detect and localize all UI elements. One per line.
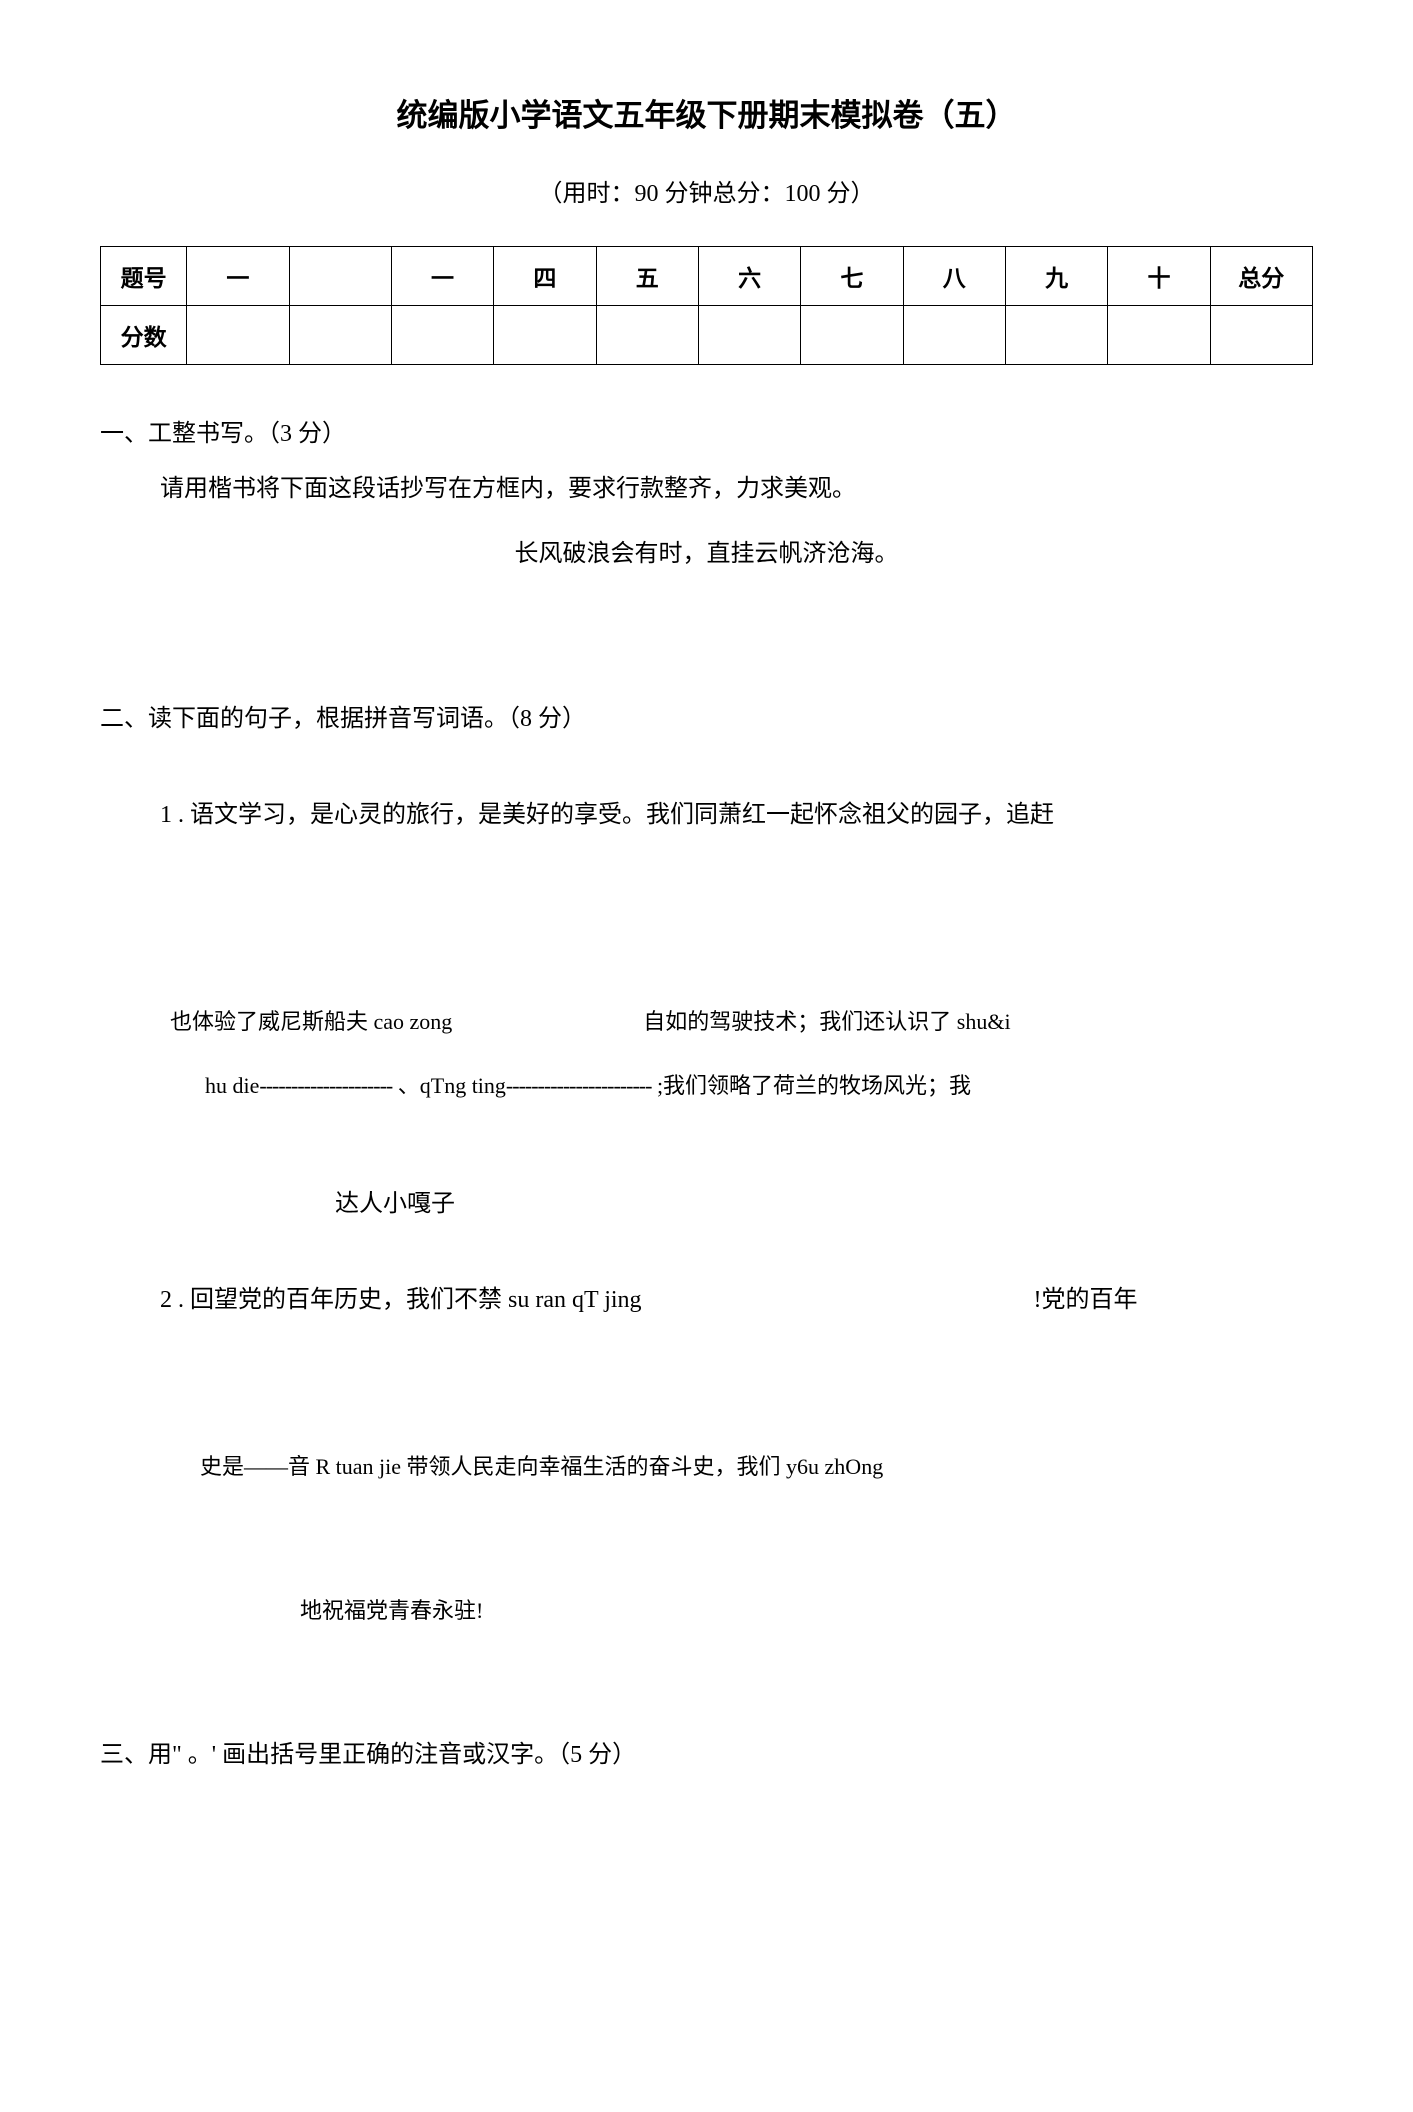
col-head: 总分 bbox=[1210, 247, 1312, 306]
score-table: 题号 一 一 四 五 六 七 八 九 十 总分 分数 bbox=[100, 246, 1313, 365]
col-head: 四 bbox=[494, 247, 596, 306]
col-head: 一 bbox=[187, 247, 289, 306]
text-fragment: 2 . 回望党的百年历史，我们不禁 su ran qT jing bbox=[160, 1287, 642, 1313]
section-1-quote: 长风破浪会有时，直挂云帆济沧海。 bbox=[100, 533, 1313, 568]
col-head bbox=[289, 247, 391, 306]
text-fragment: hu die bbox=[205, 1073, 259, 1098]
score-cell bbox=[1108, 306, 1210, 365]
q2-2-line1: 2 . 回望党的百年历史，我们不禁 su ran qT jing !党的百年 bbox=[160, 1278, 1313, 1324]
section-3-head: 三、用" 。' 画出括号里正确的注音或汉字。（5 分） bbox=[100, 1734, 1313, 1769]
col-head: 七 bbox=[801, 247, 903, 306]
q2-2-line3: 地祝福党青春永驻! bbox=[300, 1590, 1313, 1632]
score-cell bbox=[1005, 306, 1107, 365]
page-title: 统编版小学语文五年级下册期末模拟卷（五） bbox=[100, 90, 1313, 135]
text-fragment: 、qTng ting bbox=[398, 1073, 506, 1098]
dashes: --------------------- bbox=[259, 1073, 392, 1098]
col-head: 八 bbox=[903, 247, 1005, 306]
col-head: 五 bbox=[596, 247, 698, 306]
q2-2-line2: 史是——音 R tuan jie 带领人民走向幸福生活的奋斗史，我们 y6u z… bbox=[200, 1446, 1313, 1488]
score-cell bbox=[494, 306, 596, 365]
section-1-instruction: 请用楷书将下面这段话抄写在方框内，要求行款整齐，力求美观。 bbox=[160, 468, 1313, 511]
page-subtitle: （用时：90 分钟总分：100 分） bbox=[100, 173, 1313, 208]
text-fragment: ;我们领略了荷兰的牧场风光；我 bbox=[657, 1073, 971, 1098]
score-cell bbox=[596, 306, 698, 365]
q2-1-line2: 也体验了威尼斯船夫 cao zong 自如的驾驶技术；我们还认识了 shu&i bbox=[170, 1001, 1313, 1043]
col-head: 六 bbox=[698, 247, 800, 306]
text-fragment: !党的百年 bbox=[1034, 1287, 1138, 1313]
col-head: 九 bbox=[1005, 247, 1107, 306]
row-label-1: 题号 bbox=[101, 247, 187, 306]
section-1-head: 一、工整书写。（3 分） bbox=[100, 413, 1313, 448]
score-cell bbox=[801, 306, 903, 365]
text-fragment: 也体验了威尼斯船夫 cao zong bbox=[170, 1009, 452, 1034]
section-2-head: 二、读下面的句子，根据拼音写词语。（8 分） bbox=[100, 698, 1313, 733]
col-head: 十 bbox=[1108, 247, 1210, 306]
table-row: 题号 一 一 四 五 六 七 八 九 十 总分 bbox=[101, 247, 1313, 306]
score-cell bbox=[289, 306, 391, 365]
score-cell bbox=[1210, 306, 1312, 365]
q2-1-line3: hu die--------------------- 、qTng ting--… bbox=[205, 1065, 1313, 1107]
score-cell bbox=[391, 306, 493, 365]
q2-1-phrase: 达人小嘎子 bbox=[335, 1183, 1313, 1218]
text-fragment: 自如的驾驶技术；我们还认识了 shu&i bbox=[643, 1009, 1010, 1034]
score-cell bbox=[187, 306, 289, 365]
q2-1-line1: 1 . 语文学习，是心灵的旅行，是美好的享受。我们同萧红一起怀念祖父的园子，追赶 bbox=[160, 793, 1313, 839]
dashes: ----------------------- bbox=[506, 1073, 652, 1098]
score-cell bbox=[903, 306, 1005, 365]
table-row: 分数 bbox=[101, 306, 1313, 365]
row-label-2: 分数 bbox=[101, 306, 187, 365]
score-cell bbox=[698, 306, 800, 365]
col-head: 一 bbox=[391, 247, 493, 306]
